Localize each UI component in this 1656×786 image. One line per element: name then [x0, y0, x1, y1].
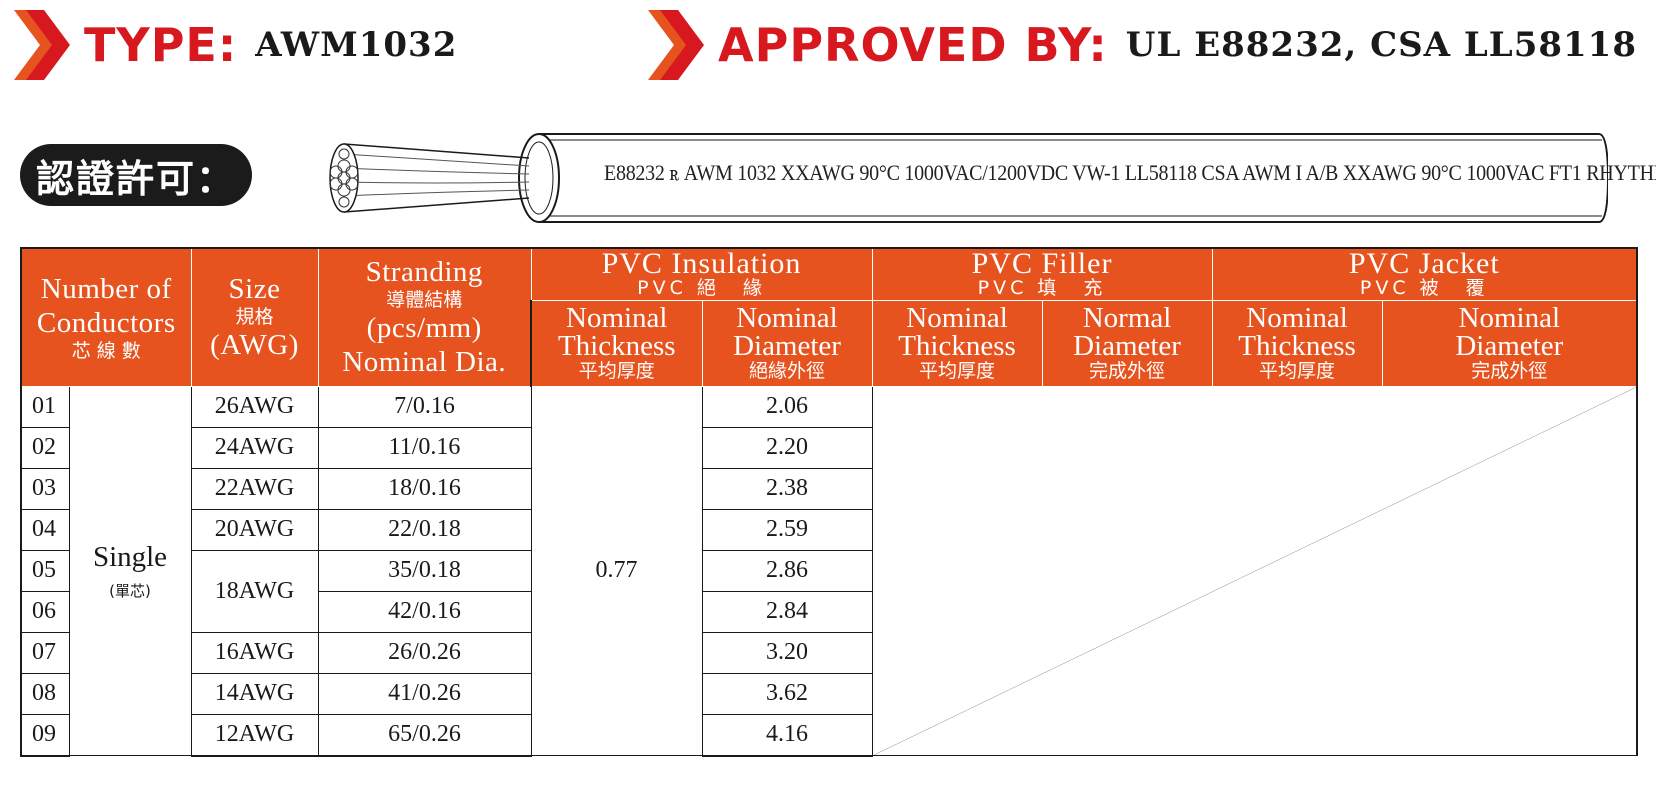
- stranding-cell: 22/0.18: [317, 508, 532, 551]
- chevron-arrow-icon: [14, 10, 70, 80]
- diameter-cell: 2.84: [701, 590, 873, 633]
- diameter-cell: 3.20: [701, 631, 873, 674]
- diameter-cell: 2.86: [701, 549, 873, 592]
- type-header: TYPE: AWM1032: [14, 10, 457, 80]
- type-label: TYPE:: [84, 18, 238, 72]
- size-cell: 20AWG: [190, 508, 319, 551]
- approved-value: UL E88232, CSA LL58118: [1125, 25, 1637, 65]
- header-fil-thickness: Nominal Thickness 平均厚度: [871, 299, 1043, 387]
- diameter-cell: 3.62: [701, 672, 873, 715]
- row-number: 06: [20, 590, 70, 633]
- header-ins-diameter: Nominal Diameter 絕緣外徑: [701, 299, 873, 387]
- header-stranding: Stranding 導體結構 (pcs/mm) Nominal Dia.: [317, 247, 532, 387]
- row-number: 09: [20, 713, 70, 757]
- header-ins-thickness: Nominal Thickness 平均厚度: [530, 299, 703, 387]
- stranding-cell: 18/0.16: [317, 467, 532, 510]
- diameter-cell: 4.16: [701, 713, 873, 757]
- row-number: 08: [20, 672, 70, 715]
- header-insulation: PVC Insulation PVC 絕 緣: [530, 247, 873, 301]
- diameter-cell: 2.59: [701, 508, 873, 551]
- cable-illustration: [329, 133, 1608, 223]
- row-number: 05: [20, 549, 70, 592]
- table-row: 04 20AWG 22/0.18 2.59: [20, 508, 1637, 551]
- header-fil-diameter: Normal Diameter 完成外徑: [1041, 299, 1213, 387]
- header-jacket: PVC Jacket PVC 被 覆: [1211, 247, 1639, 301]
- insulation-thickness: 0.77: [530, 385, 703, 756]
- row-number: 01: [20, 385, 70, 428]
- header-jac-thickness: Nominal Thickness 平均厚度: [1211, 299, 1383, 387]
- approved-label: APPROVED BY:: [718, 18, 1108, 72]
- type-value: AWM1032: [255, 25, 458, 65]
- approval-badge: 認證許可：: [20, 144, 252, 206]
- cable-marking-text: E88232 ꭱ AWM 1032 XXAWG 90°C 1000VAC/120…: [604, 160, 1656, 185]
- diameter-cell: 2.06: [701, 385, 873, 428]
- diagonal-line: [873, 387, 1637, 756]
- size-cell: 12AWG: [190, 713, 319, 757]
- stranding-cell: 41/0.26: [317, 672, 532, 715]
- diameter-cell: 2.38: [701, 467, 873, 510]
- size-cell: 26AWG: [190, 385, 319, 428]
- conductor-type: Single (單芯): [68, 385, 192, 756]
- size-cell: 14AWG: [190, 672, 319, 715]
- spec-table: Number of Conductors 芯 線 數 Size 規格 (AWG)…: [20, 247, 1639, 757]
- stranding-cell: 42/0.16: [317, 590, 532, 633]
- size-cell: 24AWG: [190, 426, 319, 469]
- row-number: 03: [20, 467, 70, 510]
- table-row: 08 14AWG 41/0.26 3.62: [20, 672, 1637, 715]
- row-number: 04: [20, 508, 70, 551]
- stranding-cell: 7/0.16: [317, 385, 532, 428]
- stranding-cell: 65/0.26: [317, 713, 532, 757]
- size-cell: 22AWG: [190, 467, 319, 510]
- not-applicable-cell: [871, 385, 1639, 756]
- table-row: 06 42/0.16 2.84: [20, 590, 1637, 633]
- stranding-cell: 11/0.16: [317, 426, 532, 469]
- size-cell: 16AWG: [190, 631, 319, 674]
- chevron-arrow-icon: [648, 10, 704, 80]
- row-number: 07: [20, 631, 70, 674]
- size-cell: 18AWG: [190, 549, 319, 633]
- table-row: 09 12AWG 65/0.26 4.16: [20, 713, 1637, 757]
- table-row: 02 24AWG 11/0.16 2.20: [20, 426, 1637, 469]
- approved-header: APPROVED BY: UL E88232, CSA LL58118: [648, 10, 1637, 80]
- header-conductors: Number of Conductors 芯 線 數: [20, 247, 192, 387]
- table-row: 01 Single (單芯) 26AWG 7/0.16 0.77 2.06: [20, 385, 1639, 756]
- header-size: Size 規格 (AWG): [190, 247, 319, 387]
- header-filler: PVC Filler PVC 填 充: [871, 247, 1213, 301]
- row-number: 02: [20, 426, 70, 469]
- diameter-cell: 2.20: [701, 426, 873, 469]
- stranding-cell: 26/0.26: [317, 631, 532, 674]
- stranding-cell: 35/0.18: [317, 549, 532, 592]
- header-jac-diameter: Nominal Diameter 完成外徑: [1381, 299, 1639, 387]
